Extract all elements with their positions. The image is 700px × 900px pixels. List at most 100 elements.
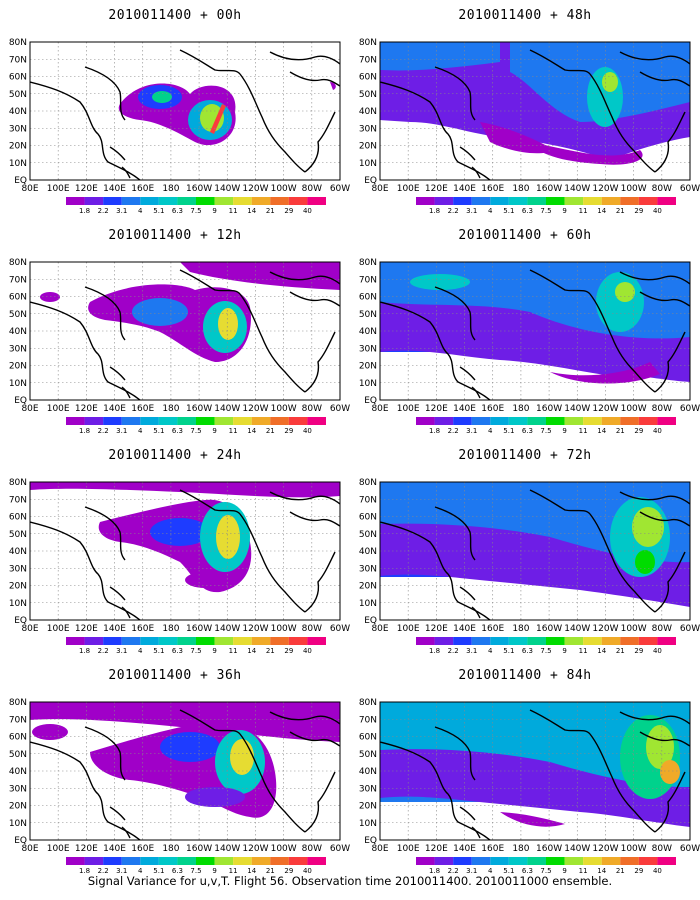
color-scale-bar: 1.8 2.2 3.1 4 5.1 6.3 7.5 9 11 14 21 29 40 <box>416 417 676 435</box>
color-scale-swatch <box>416 857 435 865</box>
lat-tick-label: 30N <box>9 344 27 354</box>
lat-tick-label: 60N <box>9 293 27 303</box>
color-scale-swatch <box>177 197 196 205</box>
lon-tick-label: 80E <box>371 184 388 194</box>
lon-tick-label: 160W <box>186 844 212 854</box>
field-core <box>410 274 470 290</box>
color-scale-label: 4 <box>138 867 143 875</box>
color-scale-swatch <box>471 197 491 205</box>
color-scale-label: 11 <box>229 867 238 875</box>
color-scale-label: 3.1 <box>466 647 477 655</box>
color-scale-label: 4 <box>138 647 143 655</box>
color-scale-swatch <box>583 857 602 865</box>
lat-tick-label: EQ <box>364 176 377 186</box>
color-scale-swatch <box>583 417 602 425</box>
lat-tick-label: 20N <box>359 802 377 812</box>
field-layer <box>380 42 690 180</box>
color-scale-label: 6.3 <box>172 647 183 655</box>
lon-tick-label: 100E <box>47 404 70 414</box>
lon-tick-label: 80W <box>302 624 322 634</box>
color-scale-swatch <box>564 637 584 645</box>
color-scale-swatch <box>564 857 584 865</box>
map-panel: 2010011400 + 36h 80N 70N 60N 50N 40N 30N 20N 10N… <box>0 660 350 880</box>
lon-tick-label: 140E <box>453 844 476 854</box>
lon-tick-label: 80W <box>652 844 672 854</box>
lon-tick-label: 80E <box>21 624 38 634</box>
color-scale-swatch <box>140 857 159 865</box>
color-scale-swatch <box>177 857 196 865</box>
field-core <box>32 724 68 740</box>
lon-tick-label: 120E <box>75 624 98 634</box>
color-scale-label: 7.5 <box>540 427 551 435</box>
lat-tick-label: 20N <box>9 582 27 592</box>
coastlines <box>380 49 690 180</box>
lon-tick-label: 100W <box>621 844 647 854</box>
color-scale-label: 29 <box>634 647 643 655</box>
lon-tick-label: 80E <box>371 844 388 854</box>
color-scale-label: 14 <box>597 647 606 655</box>
color-scale-label: 6.3 <box>522 647 533 655</box>
field-layer <box>30 262 340 400</box>
color-scale-label: 29 <box>284 867 293 875</box>
color-scale-label: 11 <box>229 207 238 215</box>
color-scale-label: 14 <box>597 427 606 435</box>
lon-tick-label: 120W <box>242 844 268 854</box>
field-core <box>185 787 245 807</box>
color-scale-label: 1.8 <box>429 647 440 655</box>
color-scale-swatch <box>196 417 215 425</box>
color-scale-swatch <box>270 197 289 205</box>
color-scale-label: 7.5 <box>190 867 201 875</box>
lon-tick-label: 120W <box>592 404 618 414</box>
color-scale-label: 14 <box>597 867 606 875</box>
color-scale-swatch <box>140 417 159 425</box>
color-scale-swatch <box>508 637 528 645</box>
color-scale-swatch <box>158 417 178 425</box>
color-scale-swatch <box>657 857 676 865</box>
color-scale-swatch <box>214 197 234 205</box>
field-core <box>160 732 220 762</box>
lat-tick-label: 30N <box>9 564 27 574</box>
lat-tick-label: 30N <box>359 784 377 794</box>
lon-tick-label: 160W <box>186 184 212 194</box>
color-scale-swatch <box>453 197 472 205</box>
field-layer <box>30 42 340 180</box>
color-scale-label: 1.8 <box>429 427 440 435</box>
color-scale-label: 14 <box>247 207 256 215</box>
lon-tick-label: 180 <box>512 404 529 414</box>
color-scale-label: 6.3 <box>172 427 183 435</box>
color-scale-label: 2.2 <box>448 207 459 215</box>
lat-tick-label: 70N <box>359 275 377 285</box>
color-scale-swatch <box>270 637 289 645</box>
color-scale-swatch <box>103 857 122 865</box>
color-scale-swatch <box>121 197 141 205</box>
lon-tick-label: 140W <box>564 404 590 414</box>
field-core <box>185 572 225 588</box>
color-scale-label: 9 <box>212 647 216 655</box>
color-scale-swatch <box>84 417 104 425</box>
color-scale-label: 40 <box>653 867 662 875</box>
color-scale-swatch <box>601 857 621 865</box>
lon-tick-label: 120E <box>425 624 448 634</box>
color-scale-label: 6.3 <box>172 207 183 215</box>
panel-title: 2010011400 + 84h <box>458 668 592 683</box>
lat-tick-label: EQ <box>364 396 377 406</box>
lon-tick-label: 140E <box>103 404 126 414</box>
color-scale-label: 3.1 <box>116 867 127 875</box>
lat-tick-label: 40N <box>9 547 27 557</box>
color-scale-swatch <box>84 857 104 865</box>
lon-tick-label: 160W <box>536 844 562 854</box>
panel-title: 2010011400 + 12h <box>108 228 242 243</box>
color-scale-label: 11 <box>579 427 588 435</box>
lon-tick-label: 80E <box>21 404 38 414</box>
color-scale-label: 1.8 <box>79 427 90 435</box>
color-scale-label: 21 <box>266 207 275 215</box>
lon-tick-label: 80W <box>302 404 322 414</box>
field-core <box>635 550 655 574</box>
lon-tick-label: 180 <box>162 624 179 634</box>
panel-title: 2010011400 + 00h <box>108 8 242 23</box>
color-scale-label: 4 <box>488 207 493 215</box>
color-scale-swatch <box>601 197 621 205</box>
